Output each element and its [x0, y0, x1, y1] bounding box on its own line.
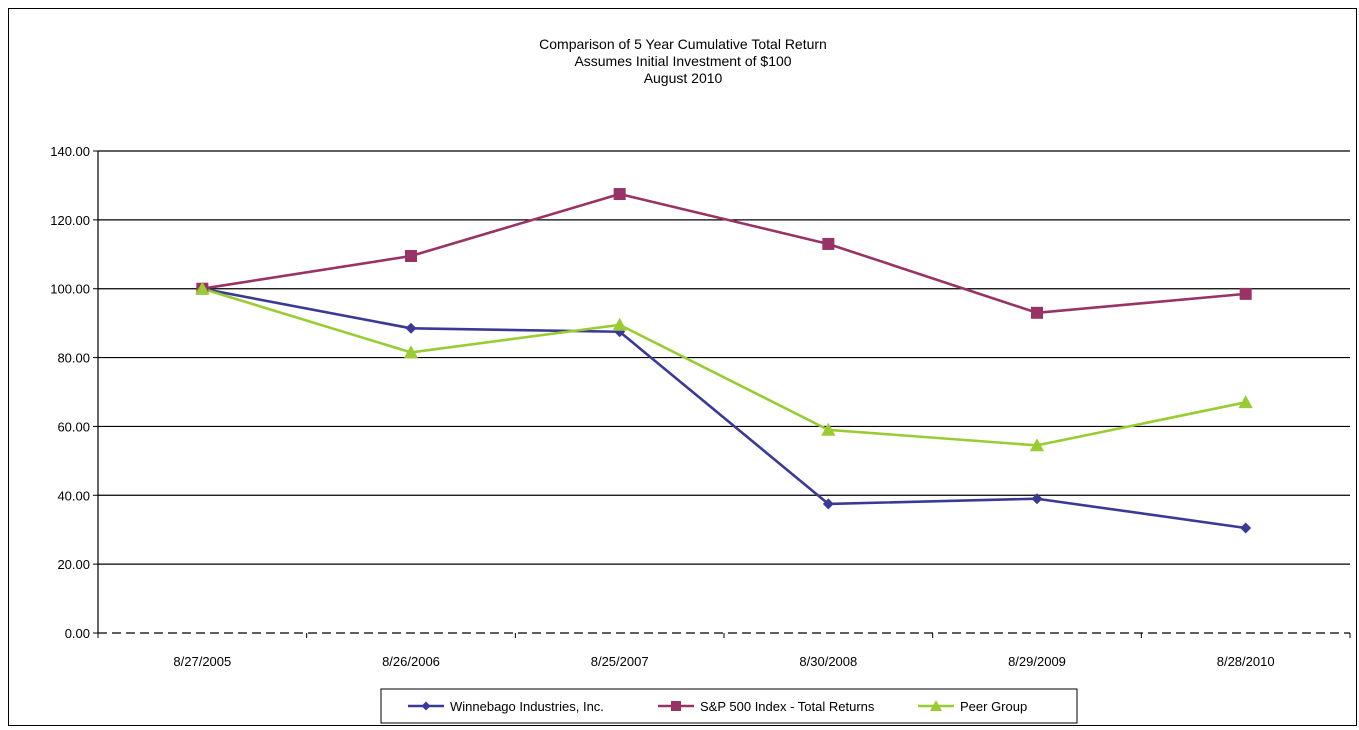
- data-point-triangle: [403, 345, 419, 359]
- data-point-diamond: [822, 498, 834, 510]
- data-point-square: [822, 237, 835, 250]
- chart-title-line-3: August 2010: [644, 70, 723, 86]
- axes: [93, 150, 1351, 638]
- data-point-diamond: [1031, 493, 1043, 505]
- series-line-1: [202, 287, 1246, 530]
- series-line-2: [202, 192, 1246, 315]
- x-tick-label: 8/27/2005: [173, 654, 231, 669]
- y-tick-label: 0.00: [65, 626, 90, 641]
- y-tick-label: 20.00: [57, 557, 90, 572]
- data-point-diamond: [405, 322, 417, 334]
- data-point-triangle: [195, 281, 210, 295]
- y-tick-label: 40.00: [57, 488, 90, 503]
- x-tick-label: 8/26/2006: [382, 654, 440, 669]
- data-point-triangle: [1238, 395, 1253, 409]
- series: [195, 188, 1253, 534]
- gridlines: [98, 150, 1350, 565]
- y-tick-label: 140.00: [50, 144, 90, 159]
- legend-label: Winnebago Industries, Inc.: [450, 699, 604, 714]
- data-point-triangle: [612, 317, 627, 331]
- data-point-triangle: [1029, 438, 1045, 452]
- x-tick-label: 8/30/2008: [799, 654, 857, 669]
- data-point-diamond: [421, 701, 431, 711]
- data-point-square: [1031, 306, 1043, 319]
- data-point-square: [405, 250, 417, 263]
- legend-label: S&P 500 Index - Total Returns: [700, 699, 875, 714]
- x-tick-label: 8/28/2010: [1217, 654, 1275, 669]
- x-tick-label: 8/29/2009: [1008, 654, 1066, 669]
- legend-box: [380, 688, 1078, 724]
- y-tick-label: 100.00: [50, 282, 90, 297]
- data-point-square: [613, 188, 626, 201]
- chart-title: Comparison of 5 Year Cumulative Total Re…: [539, 36, 827, 86]
- legend: Winnebago Industries, Inc. S&P 500 Index …: [380, 688, 1078, 724]
- y-tick-label: 120.00: [50, 213, 90, 228]
- data-point-square: [671, 701, 681, 711]
- data-point-triangle: [929, 699, 943, 711]
- data-point-triangle: [821, 422, 836, 436]
- legend-label: Peer Group: [960, 699, 1027, 714]
- data-point-square: [1239, 287, 1252, 300]
- x-tick-labels: 8/27/2005 8/26/2006 8/25/2007 8/30/2008 8/29…: [173, 654, 1274, 669]
- series-line-3: [201, 287, 1246, 447]
- chart-title-line-2: Assumes Initial Investment of $100: [574, 53, 791, 69]
- y-tick-label: 80.00: [57, 351, 90, 366]
- data-point-diamond: [1240, 522, 1252, 534]
- y-tick-labels: 0.00 20.00 40.00 60.00 80.00 100.00 120.00 140.…: [50, 144, 90, 641]
- x-tick-label: 8/25/2007: [591, 654, 649, 669]
- chart-title-line-1: Comparison of 5 Year Cumulative Total Re…: [539, 36, 827, 52]
- y-tick-label: 60.00: [57, 419, 90, 434]
- chart-frame: [8, 8, 1357, 726]
